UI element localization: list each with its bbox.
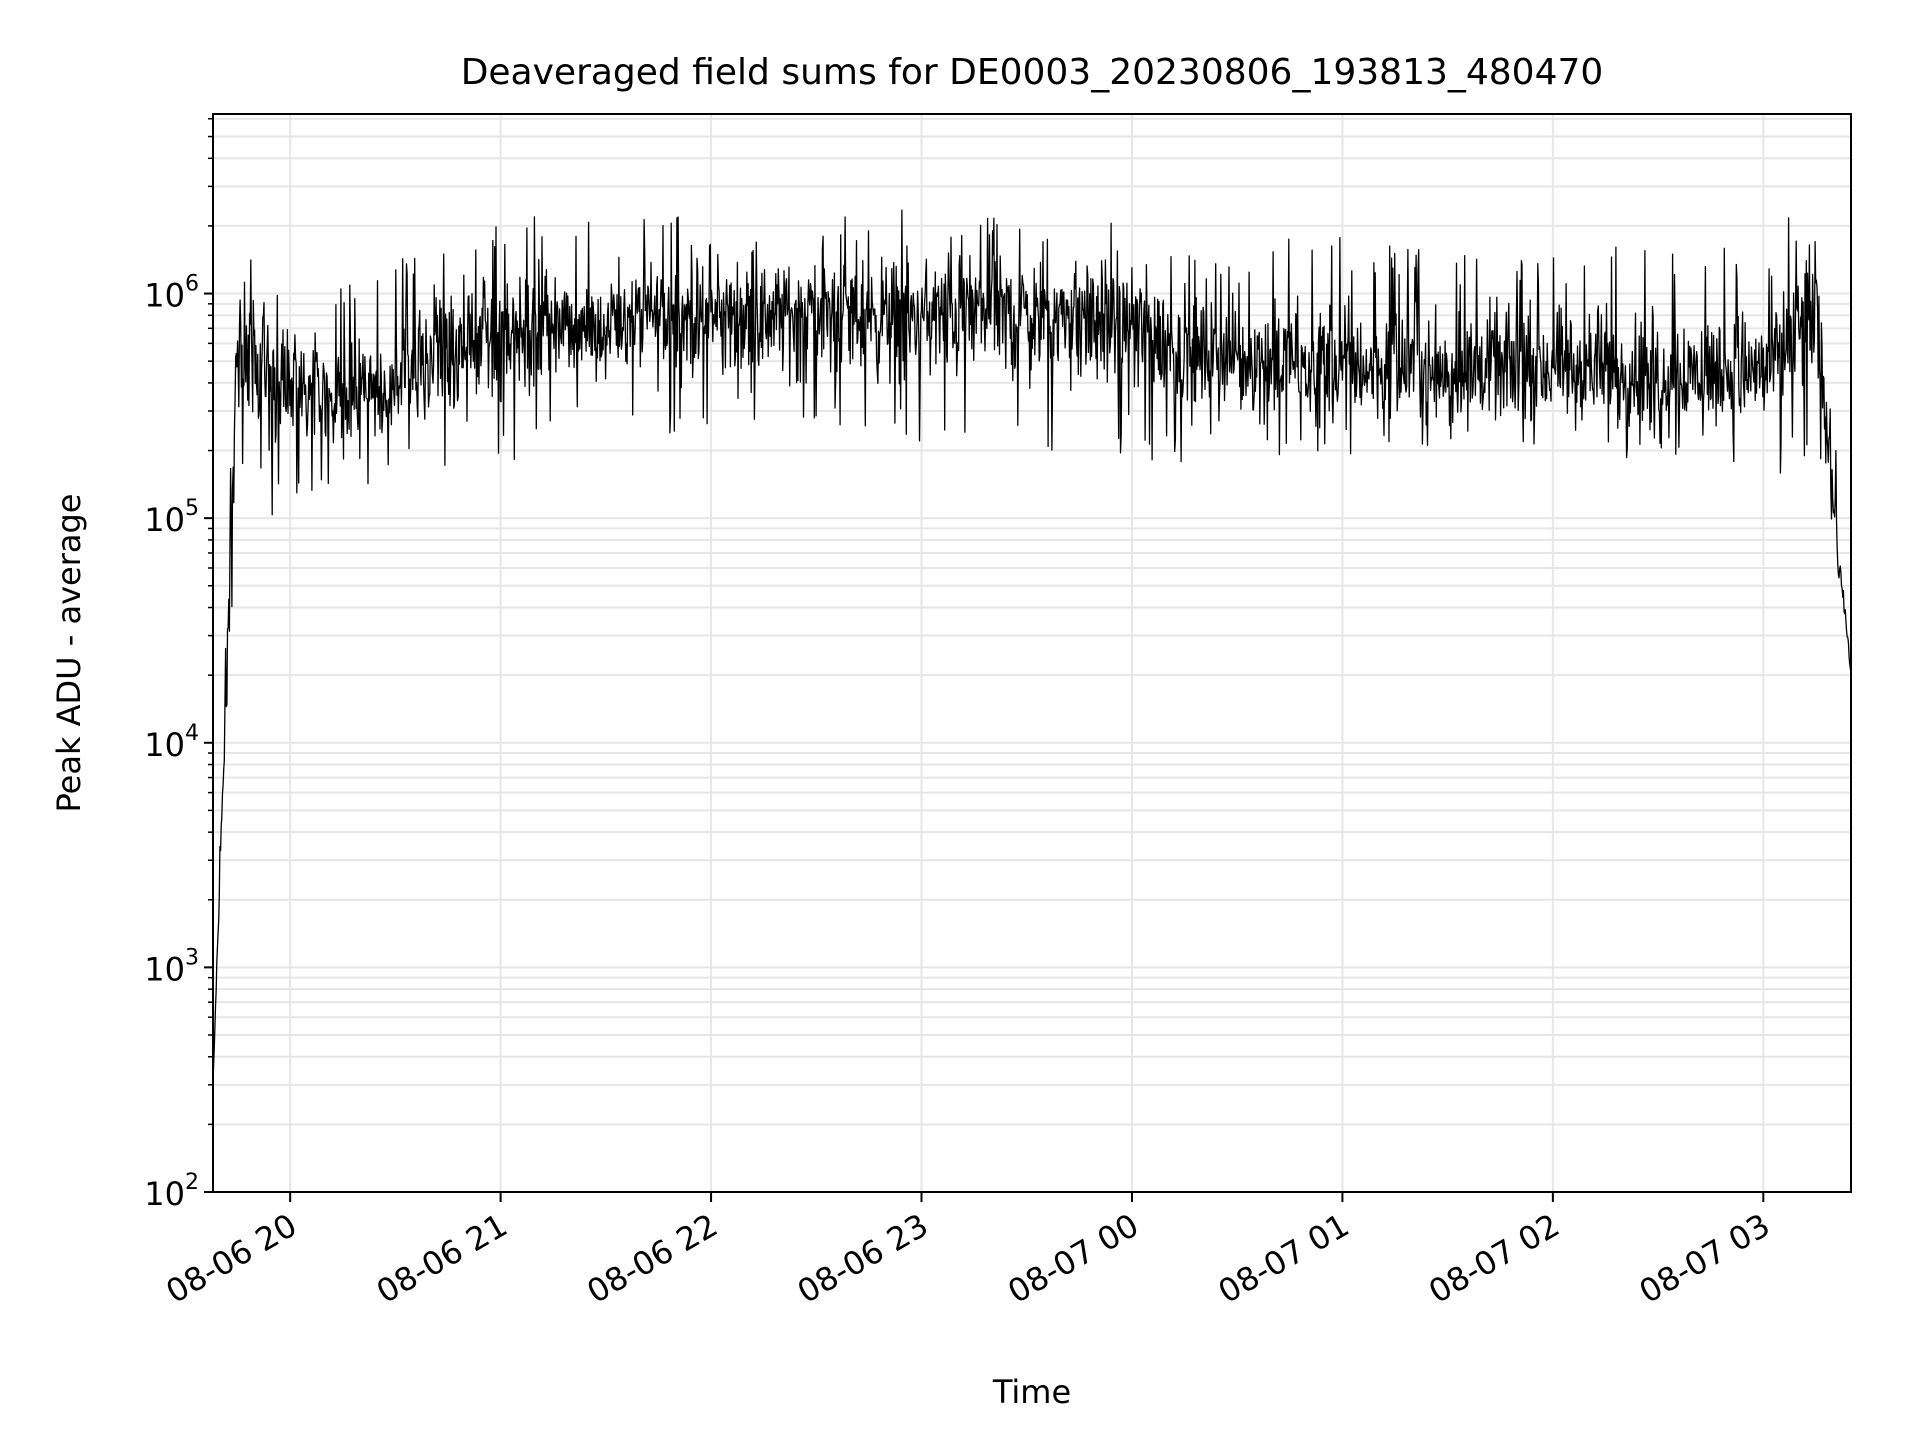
y-tick-label-base: 10 (144, 1175, 185, 1213)
y-tick-label: 105 (144, 496, 199, 539)
y-tick-label-base: 10 (144, 277, 185, 315)
y-tick-label-base: 10 (144, 726, 185, 764)
series-line (212, 209, 1852, 1085)
chart-title: Deaveraged field sums for DE0003_2023080… (461, 52, 1604, 93)
y-tick-label: 104 (144, 721, 199, 764)
y-tick-label-exponent: 2 (185, 1170, 199, 1195)
x-axis-label: Time (992, 1373, 1071, 1411)
grid (213, 114, 1851, 1193)
y-tick-label-exponent: 3 (185, 945, 199, 970)
y-tick-label: 102 (144, 1170, 199, 1213)
plot-frame (212, 113, 1852, 1193)
y-tick-label: 103 (144, 945, 199, 988)
y-tick-label-base: 10 (144, 950, 185, 988)
y-tick-label-exponent: 5 (185, 496, 199, 521)
y-tick-label-exponent: 6 (185, 272, 199, 297)
y-tick-label: 106 (144, 272, 199, 315)
y-axis-label: Peak ADU - average (50, 494, 88, 813)
series-group (212, 209, 1852, 1085)
y-tick-label-exponent: 4 (185, 721, 199, 746)
y-tick-label-base: 10 (144, 501, 185, 539)
